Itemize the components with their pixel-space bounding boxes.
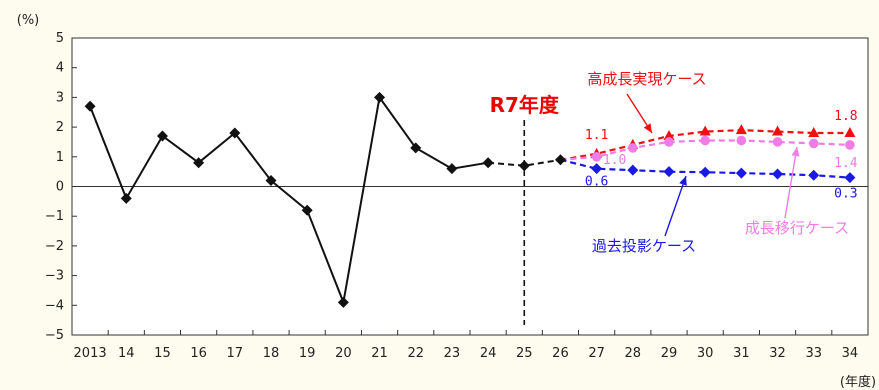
- projection-point-1: [664, 137, 674, 147]
- x-tick-label: 22: [407, 346, 424, 361]
- actual-point: [301, 204, 313, 216]
- projection-point-1: [772, 137, 783, 147]
- projection-point-2: [591, 163, 603, 175]
- series-start-label-1: 1.0: [603, 153, 626, 168]
- projection-point-0: [772, 125, 784, 136]
- actual-point: [229, 127, 241, 139]
- projection-point-1: [591, 152, 602, 162]
- y-tick-label: 5: [56, 31, 64, 46]
- data-labels: 1.1 1.8 1.0 1.4 0.6 0.3: [585, 109, 858, 202]
- projection-line-0: [560, 128, 850, 161]
- fiscal-year-marker-label: R7年度: [490, 93, 560, 117]
- series-start-label-2: 0.6: [585, 175, 608, 190]
- projection-point-1: [628, 143, 638, 153]
- series-arrow-head-1: [791, 147, 800, 157]
- y-tick-label: 1: [56, 150, 64, 165]
- projection-point-1: [808, 138, 819, 149]
- x-tick-label: 17: [227, 346, 244, 361]
- projection-point-2: [699, 166, 711, 178]
- projection-point-2: [663, 166, 675, 178]
- x-tick-label: 19: [299, 346, 316, 361]
- x-tick-label: 14: [118, 346, 135, 361]
- y-axis: 5 4 3 2 1 0 −1 −2 −3 −4 −5 (%): [17, 13, 868, 343]
- x-tick-label: 34: [842, 346, 859, 361]
- series-name-label-0: 高成長実現ケース: [587, 70, 706, 88]
- y-tick-label: −5: [45, 328, 64, 343]
- series-arrow-head-2: [679, 176, 687, 186]
- actual-point: [337, 296, 349, 308]
- y-tick-label: −3: [45, 269, 64, 284]
- y-tick-label: −2: [45, 239, 64, 254]
- projection-point-2: [808, 169, 820, 181]
- x-tick-label: 23: [444, 346, 461, 361]
- x-tick-label: 24: [480, 346, 497, 361]
- x-tick-label: 31: [733, 346, 750, 361]
- actual-point: [410, 142, 422, 154]
- projection-point-0: [699, 125, 711, 136]
- projection-point-1: [700, 135, 710, 146]
- actual-growth-line: [89, 94, 489, 306]
- series-arrow-line-2: [664, 175, 687, 237]
- series-arrow-line-1: [784, 146, 798, 219]
- x-axis: 2013 14 15 16 17 18 19 20 21 22 23 24 25 26 27 28 29 30 31…: [74, 330, 876, 390]
- bridge-line: [488, 158, 561, 167]
- projection-point-2: [772, 168, 784, 180]
- bridge-point: [554, 154, 566, 166]
- projection-point-0: [844, 127, 856, 138]
- actual-point: [84, 100, 96, 112]
- x-tick-label: 28: [625, 346, 642, 361]
- y-tick-label: −4: [45, 298, 64, 313]
- series-end-label-1: 1.4: [834, 156, 858, 171]
- x-tick-label: 30: [697, 346, 714, 361]
- projection-line-1: [560, 139, 850, 161]
- projection-point-1: [736, 135, 747, 146]
- actual-point: [265, 175, 277, 187]
- series-name-label-2: 過去投影ケース: [592, 237, 696, 255]
- x-tick-label: 33: [805, 346, 822, 361]
- actual-point: [193, 157, 205, 169]
- series-end-label-0: 1.8: [834, 109, 857, 124]
- projection-point-0: [735, 124, 747, 135]
- y-tick-label: 4: [56, 61, 64, 76]
- x-tick-label: 20: [335, 346, 352, 361]
- y-tick-label: 2: [56, 120, 64, 135]
- y-tick-label: −1: [45, 209, 64, 224]
- series-end-label-2: 0.3: [834, 187, 857, 202]
- x-tick-label: 32: [769, 346, 786, 361]
- series-name-label-1: 成長移行ケース: [745, 219, 849, 237]
- x-tick-label: 26: [552, 346, 569, 361]
- x-tick-label: 18: [263, 346, 280, 361]
- x-tick-label: 29: [661, 346, 678, 361]
- projection-point-0: [808, 127, 820, 138]
- actual-point: [156, 130, 168, 142]
- series-start-label-0: 1.1: [585, 128, 608, 143]
- projection-point-2: [844, 172, 856, 184]
- actual-point: [120, 192, 132, 204]
- series-markers: [84, 91, 856, 308]
- actual-point: [482, 157, 494, 169]
- projection-point-2: [735, 167, 747, 179]
- x-tick-label: 15: [154, 346, 171, 361]
- projection-point-0: [663, 130, 675, 141]
- x-tick-label: 27: [588, 346, 605, 361]
- projection-point-1: [845, 140, 855, 150]
- x-tick-label: 16: [190, 346, 207, 361]
- x-unit-label: (年度): [840, 374, 876, 390]
- x-tick-label: 21: [371, 346, 388, 361]
- y-tick-label: 0: [56, 180, 64, 195]
- y-tick-label: 3: [56, 90, 64, 105]
- y-unit-label: (%): [17, 13, 40, 28]
- x-tick-label: 25: [516, 346, 533, 361]
- actual-point: [374, 91, 386, 103]
- projection-point-2: [627, 164, 639, 176]
- series-arrow-head-0: [643, 123, 652, 133]
- actual-point: [446, 163, 458, 175]
- x-tick-label: 2013: [74, 346, 107, 361]
